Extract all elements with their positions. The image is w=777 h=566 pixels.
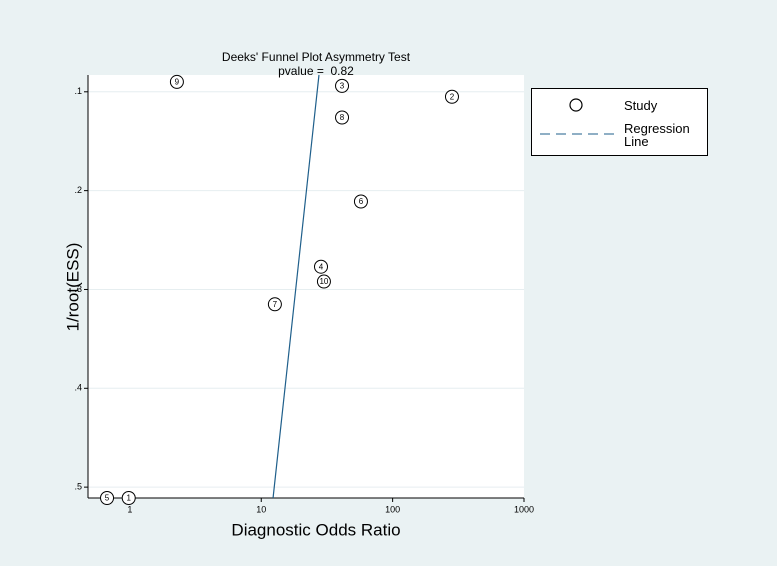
x-axis-label: Diagnostic Odds Ratio <box>231 520 400 539</box>
chart-title: Deeks' Funnel Plot Asymmetry Test <box>222 50 411 64</box>
point <box>335 78 350 93</box>
point-label: 6 <box>359 197 364 206</box>
legend-label: Study <box>624 98 658 113</box>
legend-marker <box>569 98 583 112</box>
y-tick-label: .2 <box>74 185 82 195</box>
y-axis-label: 1/root(ESS) <box>63 243 82 332</box>
point-label: 9 <box>175 78 180 87</box>
point <box>100 491 115 505</box>
plot-area <box>88 75 524 498</box>
point-label: 5 <box>105 494 110 503</box>
y-tick-label: .5 <box>74 482 82 492</box>
point <box>316 274 331 289</box>
point <box>335 110 350 125</box>
point <box>314 259 329 274</box>
x-tick-label: 1 <box>127 504 132 514</box>
point <box>444 89 459 104</box>
x-tick-label: 100 <box>385 504 400 514</box>
legend-marker <box>540 133 614 135</box>
x-tick-label: 1000 <box>514 504 534 514</box>
y-tick-label: .4 <box>74 383 82 393</box>
chart-subtitle: pvalue = 0.82 <box>278 64 354 78</box>
point <box>353 194 368 209</box>
point <box>121 491 136 505</box>
point-label: 10 <box>319 277 328 286</box>
point-label: 7 <box>273 300 278 309</box>
point-label: 4 <box>319 262 324 271</box>
legend: Study Regression Line <box>531 88 708 156</box>
point-label: 3 <box>340 81 345 90</box>
x-tick-label: 10 <box>256 504 266 514</box>
point-label: 8 <box>340 113 345 122</box>
point-label: 2 <box>450 92 455 101</box>
y-tick-label: .1 <box>74 86 82 96</box>
y-tick-label: .3 <box>74 284 82 294</box>
point-label: 1 <box>126 494 131 503</box>
regression-line <box>272 74 320 499</box>
point <box>267 297 282 312</box>
legend-label: Regression Line <box>624 121 690 149</box>
point <box>169 74 184 89</box>
